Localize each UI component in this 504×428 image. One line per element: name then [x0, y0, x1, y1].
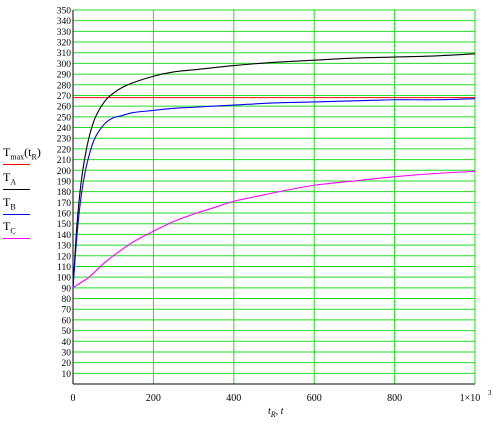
y-tick-label: 230	[57, 135, 72, 145]
y-tick-label: 20	[62, 359, 72, 369]
y-tick-label: 210	[57, 156, 72, 166]
y-tick-label: 260	[57, 103, 72, 113]
x-axis-label: tR, t	[268, 406, 284, 419]
legend-line	[3, 214, 30, 215]
y-tick-label: 150	[57, 220, 72, 230]
y-tick-label: 60	[62, 316, 72, 326]
x-tick-label: 200	[146, 393, 161, 404]
y-tick-label: 200	[57, 167, 72, 177]
legend-entry-ta: TA	[3, 170, 30, 190]
legend-entry-tc: TC	[3, 219, 30, 239]
y-tick-label: 10	[62, 370, 72, 380]
series-lines	[72, 53, 476, 289]
series-line-tb	[72, 98, 476, 288]
y-tick-labels: 1020304050607080901001101201301401501601…	[57, 7, 72, 380]
x-tick-label-end: 1×10	[460, 393, 481, 404]
y-tick-label: 170	[57, 199, 72, 209]
y-tick-label: 70	[62, 306, 72, 316]
grid-lines	[73, 9, 476, 384]
y-tick-label: 220	[57, 145, 72, 155]
y-tick-label: 330	[57, 28, 72, 38]
series-line-tc	[72, 170, 476, 289]
axes	[72, 10, 475, 385]
y-tick-label: 30	[62, 348, 72, 358]
y-tick-label: 320	[57, 39, 72, 49]
y-tick-label: 40	[62, 338, 72, 348]
x-tick-label: 400	[226, 393, 241, 404]
y-tick-label: 240	[57, 124, 72, 134]
x-tick-label: 600	[307, 393, 322, 404]
legend-line	[3, 238, 30, 239]
y-tick-label: 50	[62, 327, 72, 337]
y-tick-label: 140	[57, 231, 72, 241]
y-tick-label: 160	[57, 210, 72, 220]
legend-line	[3, 189, 30, 190]
y-tick-label: 310	[57, 49, 72, 59]
y-tick-label: 100	[57, 274, 72, 284]
legend-line	[3, 164, 30, 165]
x-tick-label: 800	[387, 393, 402, 404]
y-tick-label: 290	[57, 71, 72, 81]
y-tick-label: 270	[57, 92, 72, 102]
series-line-ta	[72, 53, 476, 288]
y-tick-label: 280	[57, 81, 72, 91]
y-tick-label: 120	[57, 252, 72, 262]
x-tick-labels: 0 200 400 600 800 1×10 3	[71, 389, 493, 404]
y-tick-label: 250	[57, 113, 72, 123]
y-tick-label: 190	[57, 177, 72, 187]
y-tick-label: 180	[57, 188, 72, 198]
y-tick-label: 350	[57, 7, 72, 17]
legend-entry-tb: TB	[3, 195, 30, 215]
y-tick-label: 90	[62, 284, 72, 294]
y-tick-label: 110	[57, 263, 71, 273]
y-tick-label: 130	[57, 242, 72, 252]
legend-entry-tmaxtr: Tmax(tR)	[3, 145, 41, 165]
y-tick-label: 300	[57, 60, 72, 70]
y-tick-label: 340	[57, 17, 72, 27]
x-tick-label: 0	[71, 393, 76, 404]
y-tick-label: 80	[62, 295, 72, 305]
x-tick-label-exponent: 3	[488, 389, 492, 397]
